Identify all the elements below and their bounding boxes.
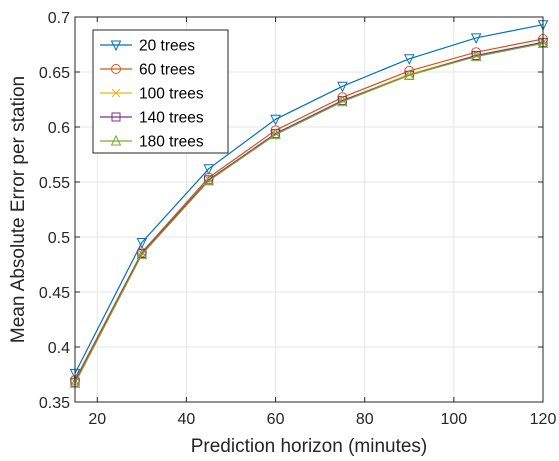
axes: 20 40 60 80 100 120 0.35 0.4 0.45 0.5 0.55 0.6 0.65 0… — [39, 10, 557, 428]
axes-box — [74, 16, 544, 403]
x-tick-label: 100 — [441, 411, 468, 428]
series-line — [74, 42, 544, 384]
data-point — [110, 40, 122, 52]
x-tick-label: 80 — [356, 411, 374, 428]
plot-area — [69, 20, 549, 388]
y-tick-label: 0.6 — [48, 120, 70, 137]
data-point — [111, 64, 121, 74]
data-point — [337, 95, 348, 107]
y-tick-label: 0.35 — [39, 395, 70, 412]
x-axis-label: Prediction horizon (minutes) — [191, 436, 428, 457]
x-tick-label: 120 — [530, 411, 557, 428]
legend-label: 100 trees — [139, 86, 204, 103]
data-point — [337, 81, 348, 93]
y-axis-label: Mean Absolute Error per station — [8, 76, 29, 343]
y-tick-label: 0.4 — [48, 340, 70, 357]
y-tick-label: 0.45 — [39, 285, 70, 302]
data-point — [136, 238, 148, 249]
data-point — [403, 69, 415, 80]
x-tick-label: 20 — [88, 411, 106, 428]
data-point — [111, 88, 121, 98]
legend: 20 trees 60 trees 100 trees 140 trees 180 tr… — [92, 29, 229, 154]
legend-label: 180 trees — [139, 134, 204, 151]
data-point — [203, 164, 215, 175]
data-point — [270, 114, 281, 126]
data-point — [270, 128, 281, 140]
data-point — [203, 174, 215, 186]
y-tick-label: 0.65 — [39, 65, 70, 82]
data-point — [110, 134, 122, 146]
y-tick-label: 0.7 — [48, 10, 70, 27]
x-tick-label: 60 — [267, 411, 285, 428]
x-tick-label: 40 — [178, 411, 196, 428]
data-point — [111, 112, 121, 122]
legend-label: 20 trees — [139, 38, 195, 55]
y-tick-label: 0.5 — [48, 230, 70, 247]
legend-label: 140 trees — [139, 110, 204, 127]
data-point — [470, 50, 482, 62]
series-line — [74, 38, 544, 381]
data-point — [403, 54, 415, 65]
series-line — [74, 41, 544, 383]
data-point — [470, 33, 482, 45]
y-tick-label: 0.55 — [39, 175, 70, 192]
legend-box — [92, 29, 229, 154]
legend-label: 60 trees — [139, 62, 195, 79]
series-line — [74, 24, 544, 374]
data-point — [136, 248, 148, 260]
